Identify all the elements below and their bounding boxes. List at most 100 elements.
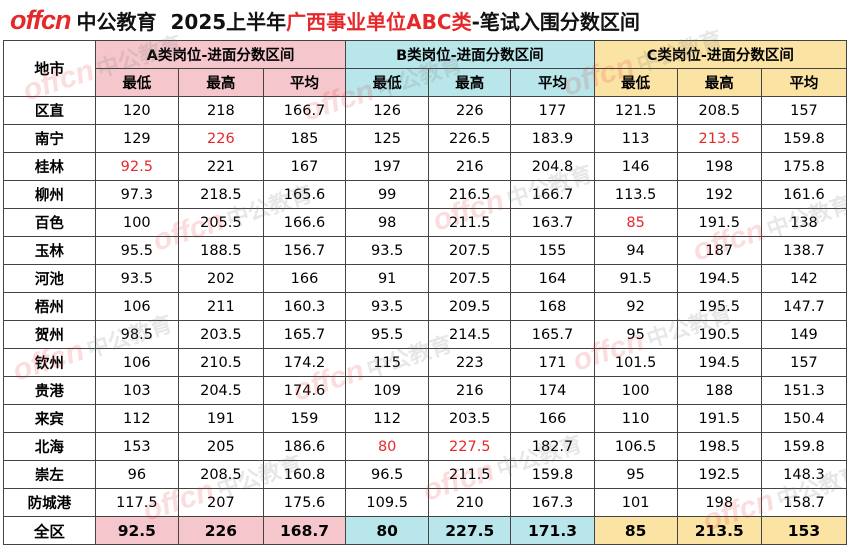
table-row: 桂林 92.5 221 167 197 216 204.8 146 198 175.8 <box>3 152 847 181</box>
c-max-cell: 192.5 <box>676 460 762 489</box>
table-row: 区直 120 218 166.7 126 226 177 121.5 208.5 157 <box>3 96 847 125</box>
b-max-cell: 216 <box>428 152 512 181</box>
b-max-cell: 216.5 <box>428 180 512 209</box>
b-min-cell: 96.5 <box>345 460 430 489</box>
c-max-cell: 187 <box>676 236 762 265</box>
c-max-cell: 195.5 <box>676 292 762 321</box>
c-max-cell: 191.5 <box>676 404 762 433</box>
a-avg-cell: 160.8 <box>262 460 347 489</box>
c-min-cell: 100 <box>593 376 678 405</box>
b-avg-cell: 167.3 <box>510 488 595 517</box>
c-max-header: 最高 <box>676 68 762 97</box>
table-row: 贵港 103 204.5 174.6 109 216 174 100 188 151.3 <box>3 376 847 405</box>
b-min-cell: 115 <box>345 348 430 377</box>
b-max-cell: 227.5 <box>428 432 512 461</box>
city-cell: 梧州 <box>3 292 96 321</box>
total-a-max-cell: 226 <box>177 516 264 545</box>
c-min-header: 最低 <box>593 68 678 97</box>
c-min-cell: 95 <box>593 460 678 489</box>
a-max-cell: 221 <box>177 152 264 181</box>
b-max-cell: 203.5 <box>428 404 512 433</box>
a-min-cell: 92.5 <box>94 152 179 181</box>
c-max-cell: 192 <box>676 180 762 209</box>
a-avg-cell: 186.6 <box>262 432 347 461</box>
c-max-cell: 198 <box>676 488 762 517</box>
c-avg-cell: 148.3 <box>760 460 847 489</box>
city-cell: 防城港 <box>3 488 96 517</box>
a-avg-cell: 165.7 <box>262 320 347 349</box>
total-b-avg-cell: 171.3 <box>510 516 595 545</box>
total-label: 全区 <box>3 516 96 545</box>
a-max-cell: 208.5 <box>177 460 264 489</box>
a-avg-cell: 166.7 <box>262 96 347 125</box>
b-max-cell: 211.5 <box>428 460 512 489</box>
city-cell: 来宾 <box>3 404 96 433</box>
total-b-min-cell: 80 <box>345 516 430 545</box>
b-avg-cell: 164 <box>510 264 595 293</box>
title-highlight: 广西事业单位ABC类 <box>286 9 472 34</box>
c-max-cell: 208.5 <box>676 96 762 125</box>
c-avg-cell: 157 <box>760 96 847 125</box>
a-max-cell: 218.5 <box>177 180 264 209</box>
b-min-header: 最低 <box>345 68 430 97</box>
a-max-cell: 205 <box>177 432 264 461</box>
c-avg-cell: 151.3 <box>760 376 847 405</box>
b-avg-cell: 204.8 <box>510 152 595 181</box>
city-cell: 南宁 <box>3 124 96 153</box>
title-suffix: -笔试入围分数区间 <box>471 9 640 34</box>
a-avg-cell: 159 <box>262 404 347 433</box>
b-avg-cell: 174 <box>510 376 595 405</box>
b-min-cell: 125 <box>345 124 430 153</box>
b-avg-cell: 171 <box>510 348 595 377</box>
a-avg-cell: 165.6 <box>262 180 347 209</box>
a-min-cell: 112 <box>94 404 179 433</box>
b-max-cell: 211.5 <box>428 208 512 237</box>
c-max-cell: 190.5 <box>676 320 762 349</box>
a-min-cell: 93.5 <box>94 264 179 293</box>
b-avg-cell: 182.7 <box>510 432 595 461</box>
a-avg-cell: 160.3 <box>262 292 347 321</box>
b-max-cell: 209.5 <box>428 292 512 321</box>
table-row: 南宁 129 226 185 125 226.5 183.9 113 213.5 159.8 <box>3 124 847 153</box>
b-min-cell: 98 <box>345 208 430 237</box>
c-avg-cell: 158.7 <box>760 488 847 517</box>
b-max-cell: 226.5 <box>428 124 512 153</box>
b-min-cell: 93.5 <box>345 292 430 321</box>
b-min-cell: 93.5 <box>345 236 430 265</box>
b-min-cell: 99 <box>345 180 430 209</box>
b-min-cell: 126 <box>345 96 430 125</box>
c-min-cell: 106.5 <box>593 432 678 461</box>
table-row: 钦州 106 210.5 174.2 115 223 171 101.5 194.5 157 <box>3 348 847 377</box>
a-min-cell: 120 <box>94 96 179 125</box>
b-avg-cell: 159.8 <box>510 460 595 489</box>
b-max-cell: 214.5 <box>428 320 512 349</box>
group-b-header: B类岗位-进面分数区间 <box>345 40 595 69</box>
total-a-avg-cell: 168.7 <box>262 516 347 545</box>
table-row: 崇左 96 208.5 160.8 96.5 211.5 159.8 95 192.5 148.3 <box>3 460 847 489</box>
b-max-cell: 210 <box>428 488 512 517</box>
b-min-cell: 95.5 <box>345 320 430 349</box>
a-max-cell: 202 <box>177 264 264 293</box>
table-row: 百色 100 205.5 166.6 98 211.5 163.7 85 191.5 138 <box>3 208 847 237</box>
city-cell: 柳州 <box>3 180 96 209</box>
a-min-cell: 106 <box>94 292 179 321</box>
a-max-cell: 207 <box>177 488 264 517</box>
table-row: 玉林 95.5 188.5 156.7 93.5 207.5 155 94 187 138.7 <box>3 236 847 265</box>
c-min-cell: 110 <box>593 404 678 433</box>
a-max-cell: 191 <box>177 404 264 433</box>
table-row: 柳州 97.3 218.5 165.6 99 216.5 166.7 113.5 192 161.… <box>3 180 847 209</box>
total-row: 全区 92.5 226 168.7 80 227.5 171.3 85 213.5 153 <box>3 516 847 545</box>
c-min-cell: 92 <box>593 292 678 321</box>
b-avg-cell: 183.9 <box>510 124 595 153</box>
a-avg-cell: 175.6 <box>262 488 347 517</box>
a-min-cell: 98.5 <box>94 320 179 349</box>
a-max-cell: 226 <box>177 124 264 153</box>
a-avg-header: 平均 <box>262 68 347 97</box>
c-min-cell: 121.5 <box>593 96 678 125</box>
table-row: 梧州 106 211 160.3 93.5 209.5 168 92 195.5 147.7 <box>3 292 847 321</box>
c-avg-cell: 147.7 <box>760 292 847 321</box>
a-min-cell: 97.3 <box>94 180 179 209</box>
a-avg-cell: 166.6 <box>262 208 347 237</box>
c-max-cell: 198 <box>676 152 762 181</box>
a-max-cell: 218 <box>177 96 264 125</box>
